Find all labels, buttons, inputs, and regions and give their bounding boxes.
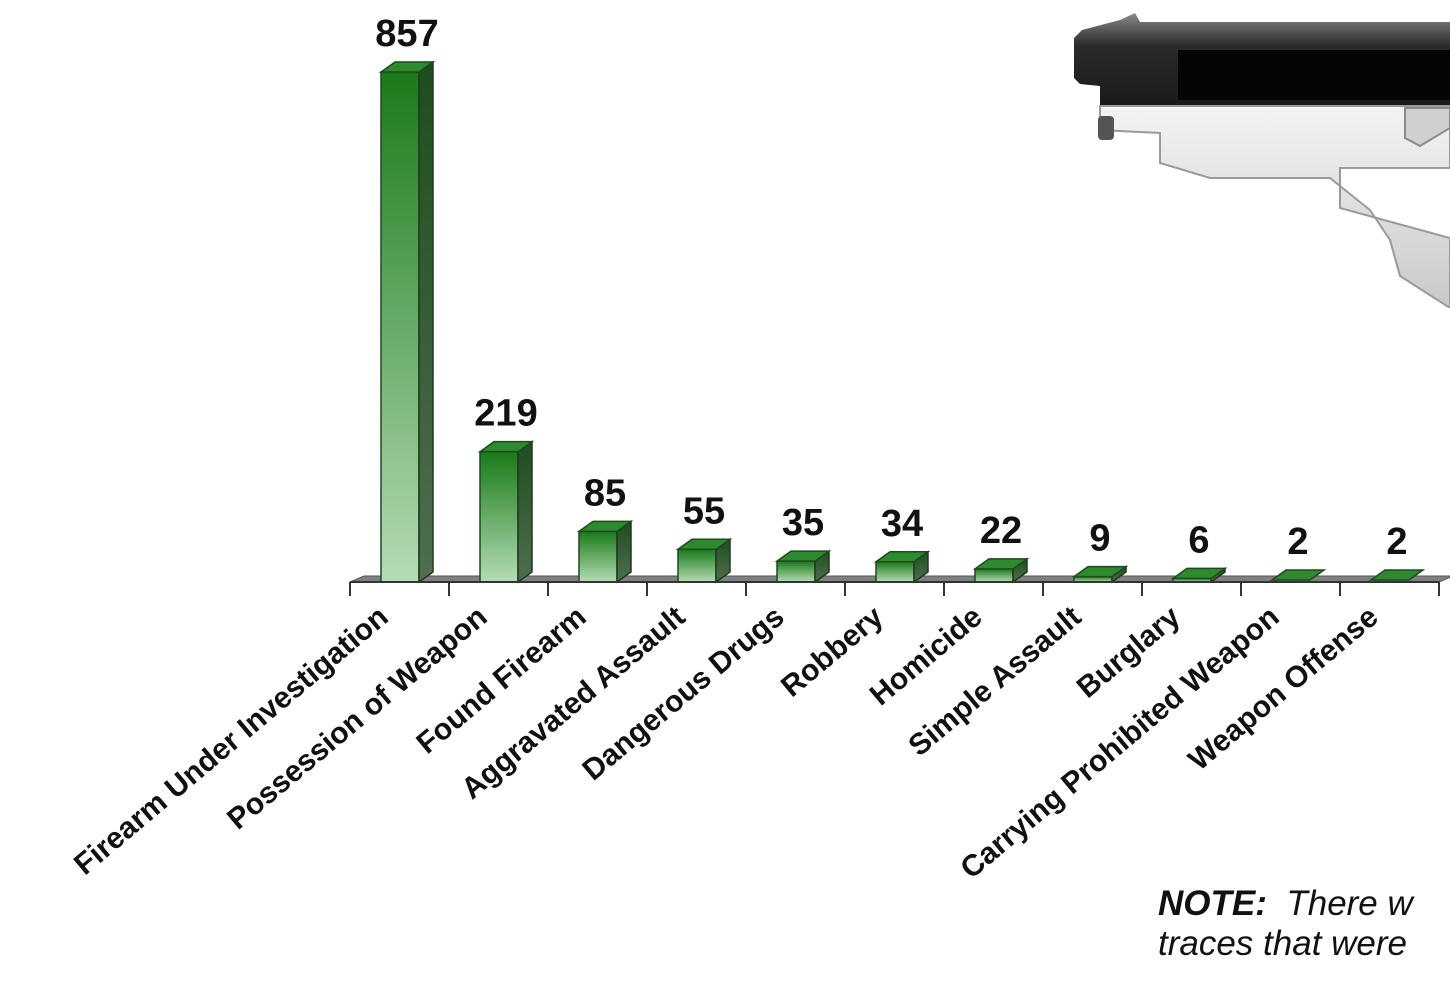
bar	[576, 519, 634, 584]
note-text: NOTE: There w traces that were	[1158, 884, 1450, 964]
value-label: 85	[584, 472, 626, 514]
note-label: NOTE:	[1158, 884, 1267, 923]
bar-front	[875, 561, 915, 583]
bar	[972, 557, 1030, 584]
bar	[1269, 569, 1327, 581]
bar-top	[576, 520, 634, 533]
bar-top	[1269, 569, 1327, 581]
bar	[774, 549, 832, 584]
bar-front	[578, 530, 618, 583]
value-label: 857	[375, 13, 438, 55]
bar-top	[972, 558, 1030, 570]
value-label: 6	[1188, 519, 1209, 561]
bar-front	[479, 450, 519, 583]
bar	[477, 440, 535, 584]
bar-side	[418, 60, 434, 584]
bar-top	[1368, 569, 1426, 581]
x-axis	[349, 581, 1440, 596]
bar-top	[873, 551, 931, 563]
bar-front	[776, 560, 816, 583]
bar-front	[380, 71, 420, 583]
value-label: 9	[1089, 518, 1110, 560]
bar-top	[1170, 567, 1228, 580]
value-label: 35	[782, 502, 824, 544]
note-line1: There w	[1286, 884, 1413, 923]
value-label: 2	[1386, 521, 1407, 563]
value-label: 34	[881, 503, 923, 545]
value-label: 55	[683, 490, 725, 532]
bar	[378, 60, 436, 584]
bar-front	[974, 568, 1014, 583]
handgun-icon	[1074, 13, 1450, 308]
bar-top	[1071, 565, 1129, 578]
bar	[1071, 565, 1129, 584]
bar	[1368, 569, 1426, 581]
note-line2: traces that were	[1158, 924, 1407, 963]
bar-top	[774, 550, 832, 562]
value-label: 219	[474, 393, 537, 435]
bar	[1170, 566, 1228, 584]
value-label: 2	[1287, 521, 1308, 563]
value-label: 22	[980, 510, 1022, 552]
bar-top	[675, 538, 733, 551]
bar	[675, 537, 733, 584]
bar-top	[378, 61, 436, 73]
bar-side	[517, 440, 533, 584]
category-label: Simple Assault	[902, 600, 1087, 763]
bar-top	[477, 440, 535, 453]
bar-front	[677, 548, 717, 583]
category-label: Found Firearm	[410, 600, 592, 760]
bar	[873, 550, 931, 584]
